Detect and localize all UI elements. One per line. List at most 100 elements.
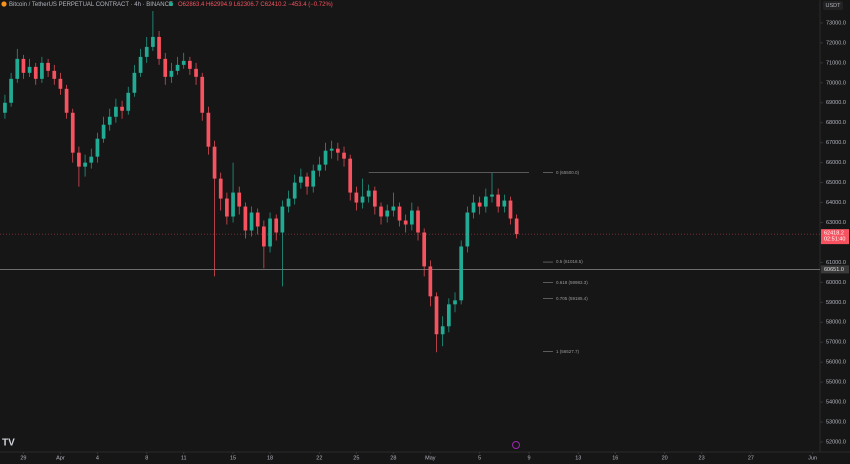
y-tick-label: 61000.0 <box>826 260 846 266</box>
candle-body <box>373 190 377 207</box>
candle-body <box>366 190 371 197</box>
candle-body <box>194 68 198 77</box>
candle-body <box>422 232 427 267</box>
candle-body <box>89 156 94 163</box>
x-tick-label: Jun <box>808 455 817 461</box>
x-tick-label: 13 <box>575 455 581 461</box>
last-price-label: 62418.2 <box>824 231 844 237</box>
candle-body <box>95 138 100 157</box>
y-tick-label: 53000.0 <box>826 420 846 426</box>
candle-body <box>107 116 112 125</box>
candle-body <box>292 182 297 199</box>
fib-label: 0.5 (61018.5) <box>556 259 583 264</box>
candle-body <box>502 200 507 207</box>
x-tick-label: May <box>425 455 436 461</box>
y-tick-label: 67000.0 <box>826 140 846 146</box>
coin-icon <box>1 1 7 7</box>
candle-body <box>440 326 445 335</box>
candle-body <box>175 64 180 71</box>
candle-body <box>101 124 106 139</box>
event-icon <box>512 441 520 449</box>
candle-body <box>83 162 87 167</box>
candle-body <box>58 78 63 89</box>
y-tick-label: 65000.0 <box>826 180 846 186</box>
candle-body <box>268 218 272 247</box>
candle-body <box>52 70 57 79</box>
fib-label: 1 (56527.7) <box>556 349 580 354</box>
last-price-box <box>821 229 849 245</box>
candle-body <box>453 300 457 305</box>
candle-body <box>403 220 408 225</box>
candle-body <box>323 150 328 165</box>
x-tick-label: 25 <box>353 455 359 461</box>
candle-body <box>416 210 420 233</box>
candle-body <box>120 106 124 111</box>
candle-body <box>342 152 346 159</box>
x-tick-label: 8 <box>145 455 148 461</box>
candle-body <box>231 192 235 217</box>
candle-body <box>348 158 353 193</box>
countdown: 02:51:40 <box>824 237 845 243</box>
candle-body <box>9 78 13 103</box>
candle-body <box>317 164 322 171</box>
candle-body <box>299 176 303 183</box>
y-tick-label: 69000.0 <box>826 100 846 106</box>
candle-body <box>508 200 513 219</box>
y-tick-label: 57000.0 <box>826 340 846 346</box>
x-tick-label: 29 <box>20 455 26 461</box>
candle-body <box>428 266 433 297</box>
chart-title: Bitcoin / TetherUS PERPETUAL CONTRACT · … <box>9 2 173 8</box>
candle-body <box>514 218 519 235</box>
y-tick-label: 72000.0 <box>826 40 846 46</box>
candle-body <box>33 66 38 79</box>
fib-label: 0.705 (59185.4) <box>556 296 588 301</box>
candle-body <box>70 112 75 153</box>
x-tick-label: 22 <box>316 455 322 461</box>
candle-body <box>126 92 131 111</box>
candle-body <box>212 146 217 179</box>
hline-label-box <box>821 265 849 274</box>
candle-body <box>354 192 359 203</box>
x-tick-label: 15 <box>230 455 236 461</box>
candle-body <box>471 202 476 213</box>
candle-body <box>490 194 494 197</box>
candle-body <box>329 148 334 151</box>
y-tick-label: 59000.0 <box>826 300 846 306</box>
candle-body <box>151 36 155 47</box>
candle-body <box>459 246 464 301</box>
logo: TV <box>2 438 15 449</box>
candle-body <box>138 56 143 73</box>
y-tick-label: 58000.0 <box>826 320 846 326</box>
candle-body <box>305 176 309 187</box>
candle-body <box>3 102 7 113</box>
status-dot <box>169 2 173 6</box>
candle-body <box>391 206 396 211</box>
y-tick-label: 60000.0 <box>826 280 846 286</box>
x-tick-label: 9 <box>527 455 530 461</box>
x-tick-label: 16 <box>612 455 618 461</box>
candle-body <box>237 192 242 207</box>
candle-body <box>169 70 174 77</box>
candle-body <box>477 202 482 207</box>
y-tick-label: 63000.0 <box>826 220 846 226</box>
candle-body <box>434 296 439 335</box>
y-tick-label: 71000.0 <box>826 60 846 66</box>
candle-body <box>274 218 279 233</box>
candle-body <box>286 198 291 207</box>
y-tick-label: 56000.0 <box>826 360 846 366</box>
currency: USDT <box>826 3 842 9</box>
y-tick-label: 73000.0 <box>826 20 846 26</box>
candle-body <box>40 62 44 79</box>
y-tick-label: 54000.0 <box>826 400 846 406</box>
x-tick-label: 18 <box>267 455 273 461</box>
currency-box <box>823 1 843 10</box>
candle-body <box>77 152 81 167</box>
x-tick-label: 4 <box>96 455 99 461</box>
ohlc-legend: O62863.4 H62994.9 L62306.7 C62410.2 −453… <box>178 2 333 8</box>
x-tick-label: Apr <box>56 455 65 461</box>
x-tick-label: 11 <box>181 455 187 461</box>
candle-body <box>132 72 137 93</box>
y-tick-label: 70000.0 <box>826 80 846 86</box>
